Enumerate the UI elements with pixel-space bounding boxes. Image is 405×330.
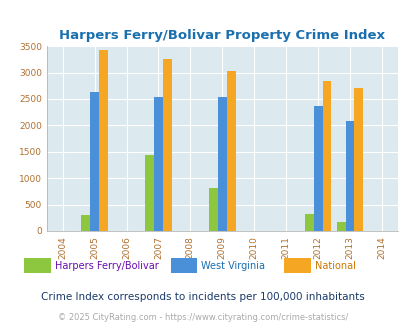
Text: Crime Index corresponds to incidents per 100,000 inhabitants: Crime Index corresponds to incidents per… [41,292,364,302]
Text: National: National [314,261,355,271]
Bar [99,50,108,231]
Bar [313,106,322,231]
Bar [145,155,153,231]
Bar [153,97,162,231]
Text: Harpers Ferry/Bolivar: Harpers Ferry/Bolivar [55,261,158,271]
Bar [336,222,345,231]
Bar [162,59,171,231]
Bar [322,81,330,231]
Bar [304,214,313,231]
Bar [226,71,235,231]
Bar [81,214,90,231]
Text: © 2025 CityRating.com - https://www.cityrating.com/crime-statistics/: © 2025 CityRating.com - https://www.city… [58,313,347,322]
Bar [217,97,226,231]
Bar [208,188,217,231]
Bar [354,88,362,231]
Title: Harpers Ferry/Bolivar Property Crime Index: Harpers Ferry/Bolivar Property Crime Ind… [59,29,384,42]
Bar [90,92,99,231]
Bar [345,121,354,231]
Text: West Virginia: West Virginia [200,261,264,271]
